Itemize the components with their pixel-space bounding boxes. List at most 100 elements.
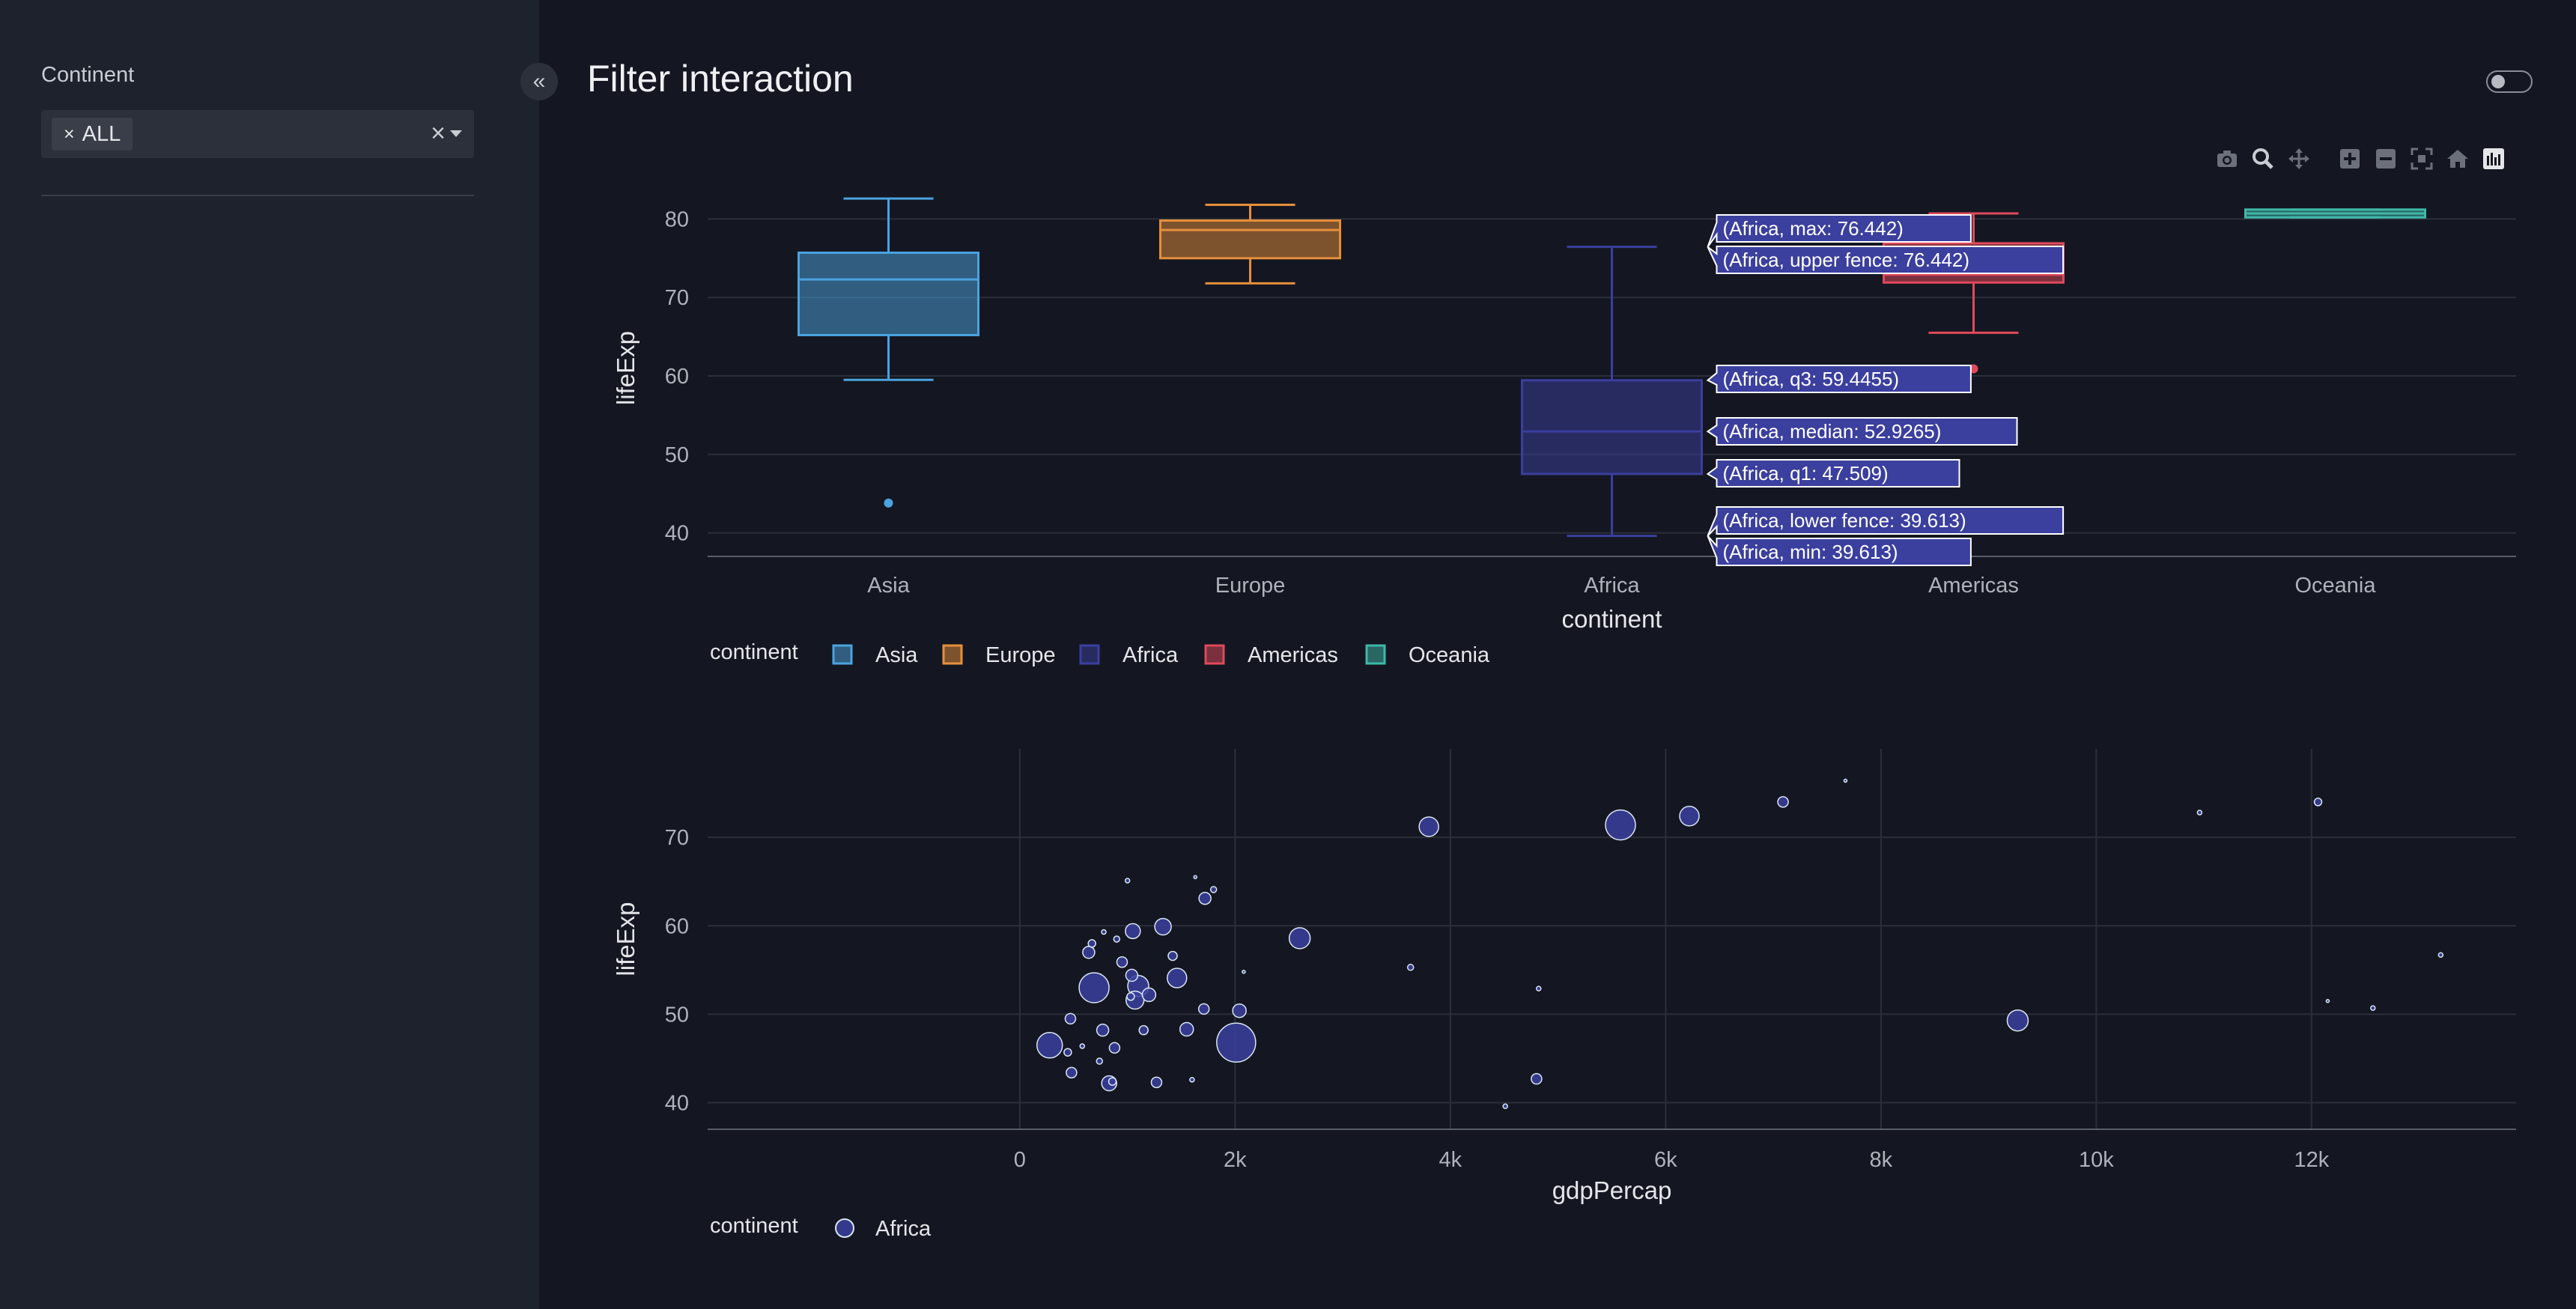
y-tick-label: 60 [665, 914, 689, 938]
hover-label: (Africa, lower fence: 39.613) [1707, 506, 2065, 537]
scatter-point [1167, 968, 1188, 988]
box-body [1521, 379, 1703, 476]
hover-label-box [1706, 459, 1960, 488]
hover-label: (Africa, median: 52.9265) [1706, 417, 2018, 446]
scatter-point [1036, 1032, 1063, 1059]
scatter-point [2196, 810, 2203, 816]
legend-label: Asia [875, 643, 918, 667]
scatter-point [1189, 1077, 1195, 1083]
scatter-point [1406, 964, 1415, 971]
legend-item-europe: Europe [942, 643, 1056, 667]
scatter-point [1124, 878, 1131, 884]
hover-label-box [1707, 535, 1972, 566]
scatter-point [1064, 1012, 1077, 1025]
scatter-point [1167, 950, 1178, 962]
zoom-out-icon[interactable] [2368, 144, 2404, 174]
collapse-sidebar-button[interactable]: « [520, 63, 558, 100]
continent-dropdown[interactable]: × ALL × [41, 110, 474, 158]
scatter-point [1066, 1066, 1078, 1079]
scatter-point [1141, 987, 1157, 1003]
x-tick-label: Asia [867, 574, 910, 598]
legend-label: Africa [1123, 643, 1179, 667]
y-tick-label: 70 [665, 286, 689, 310]
legend-title: continent [710, 640, 798, 664]
scatter-point [2006, 1009, 2029, 1032]
scatter-point [1125, 923, 1141, 940]
scatter-point [1843, 778, 1848, 783]
box-oceania [2244, 208, 2426, 219]
x-tick-label: 6k [1654, 1148, 1677, 1172]
scatter-point [1777, 796, 1789, 808]
y-axis-title: lifeExp [612, 331, 640, 405]
hover-label-box [1707, 506, 2065, 537]
toggle-knob [2491, 75, 2505, 88]
plotly-logo-icon[interactable] [2476, 144, 2512, 174]
legend-item-asia: Asia [832, 643, 918, 667]
pan-icon[interactable] [2281, 144, 2317, 174]
zoom-icon[interactable] [2245, 144, 2281, 174]
legend-label: Americas [1248, 643, 1338, 667]
legend-item-africa: Africa [835, 1217, 932, 1241]
hover-label-box [1707, 214, 1972, 248]
x-tick-label: Americas [1928, 574, 2019, 598]
reset-axes-icon[interactable] [2440, 144, 2476, 174]
scatter-point [1063, 1048, 1072, 1057]
scatter-point [1096, 1023, 1110, 1037]
scatter-point [1108, 1042, 1121, 1054]
hover-label: (Africa, max: 76.442) [1707, 214, 1972, 248]
clear-selection-icon[interactable]: × [431, 119, 446, 148]
legend-swatch [1204, 644, 1225, 665]
box-body [1159, 219, 1341, 260]
scatter-point [1193, 875, 1197, 880]
x-tick-label: Africa [1584, 574, 1640, 598]
autoscale-icon[interactable] [2404, 144, 2440, 174]
hover-label: (Africa, upper fence: 76.442) [1707, 246, 2065, 274]
chip-remove-icon[interactable]: × [64, 123, 75, 145]
hover-label-text: (Africa, lower fence: 39.613) [1723, 509, 1966, 532]
scatter-point [1082, 945, 1096, 959]
x-tick-label: 10k [2079, 1148, 2114, 1172]
legend-label: Europe [985, 643, 1056, 667]
chart-modebar [2209, 144, 2512, 174]
scatter-point [1108, 1077, 1117, 1086]
hover-trace-name: Africa [1941, 420, 1991, 443]
y-tick-label: 70 [665, 826, 689, 850]
zoom-in-icon[interactable] [2332, 144, 2368, 174]
scatter-point [1536, 985, 1542, 991]
legend-title: continent [710, 1214, 798, 1238]
x-tick-label: Europe [1215, 574, 1286, 598]
x-tick-label: 2k [1224, 1148, 1247, 1172]
box-asia [798, 197, 979, 508]
x-tick-label: 8k [1870, 1148, 1893, 1172]
scatter-point [1113, 935, 1120, 943]
scatter-point [1502, 1103, 1508, 1110]
scatter-point [1242, 969, 1246, 974]
y-tick-label: 80 [665, 207, 689, 231]
theme-toggle[interactable] [2486, 70, 2533, 93]
scatter-point [2437, 952, 2444, 959]
scatter-point [2313, 798, 2323, 807]
selected-chip[interactable]: × ALL [52, 118, 133, 151]
hover-label-box [1707, 246, 2065, 274]
scatter-point [2325, 998, 2330, 1003]
page-title: Filter interaction [587, 58, 854, 100]
scatter-point [1116, 956, 1128, 968]
y-tick-label: 60 [665, 365, 689, 389]
scatter-point [1126, 992, 1135, 1001]
scatter-point [1232, 1003, 1247, 1018]
scatter-point [1288, 927, 1311, 950]
chip-label: ALL [82, 121, 121, 146]
double-chevron-left-icon: « [532, 69, 546, 94]
scatter-point [1125, 968, 1139, 982]
hover-label-box [1706, 417, 2018, 446]
legend-label: Africa [875, 1217, 932, 1241]
camera-icon[interactable] [2209, 144, 2245, 174]
legend-swatch [1079, 644, 1100, 665]
y-axis-title: lifeExp [612, 902, 640, 976]
chevron-down-icon[interactable] [450, 130, 462, 137]
hover-label-text: (Africa, min: 39.613) [1723, 541, 1898, 563]
legend-swatch [832, 644, 853, 665]
scatter-point [1605, 809, 1636, 841]
scatter-point [1679, 806, 1700, 827]
legend-swatch [1365, 644, 1386, 665]
